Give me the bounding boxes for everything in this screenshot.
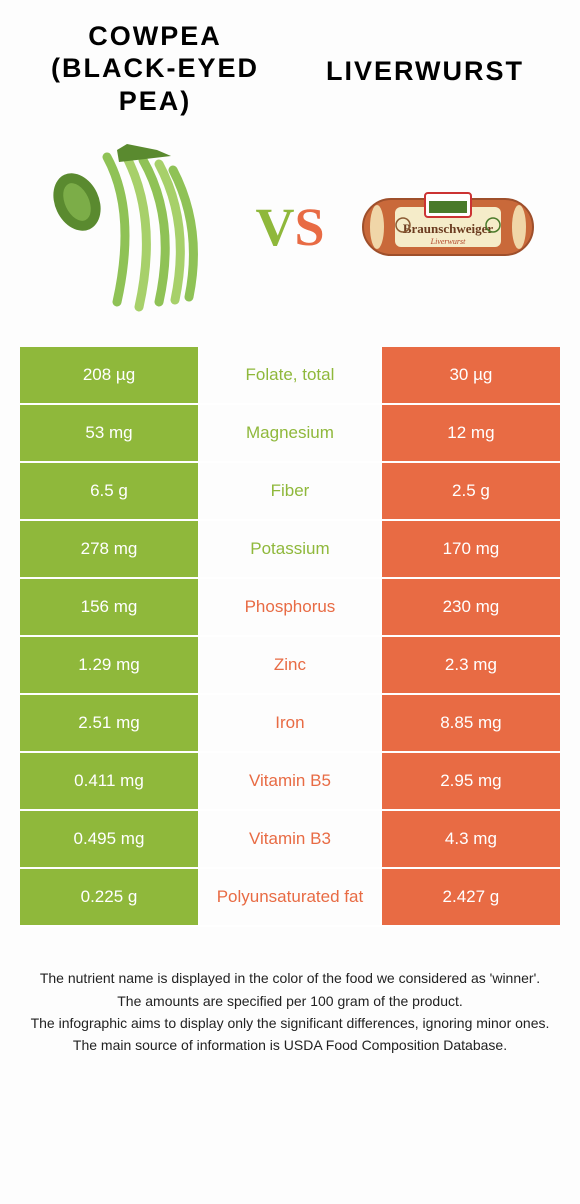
table-row: 156 mgPhosphorus230 mg (20, 579, 560, 637)
right-value: 4.3 mg (380, 811, 560, 867)
table-row: 53 mgMagnesium12 mg (20, 405, 560, 463)
right-value: 2.3 mg (380, 637, 560, 693)
nutrient-name: Folate, total (200, 347, 380, 403)
left-value: 53 mg (20, 405, 200, 461)
table-row: 208 µgFolate, total30 µg (20, 347, 560, 405)
left-value: 6.5 g (20, 463, 200, 519)
table-row: 0.495 mgVitamin B34.3 mg (20, 811, 560, 869)
nutrient-name: Magnesium (200, 405, 380, 461)
left-value: 208 µg (20, 347, 200, 403)
nutrient-name: Fiber (200, 463, 380, 519)
left-value: 1.29 mg (20, 637, 200, 693)
left-value: 0.495 mg (20, 811, 200, 867)
nutrient-name: Polyunsaturated fat (200, 869, 380, 925)
right-value: 12 mg (380, 405, 560, 461)
left-title: COWPEA (BLACK-EYED PEA) (34, 20, 277, 117)
nutrient-name: Vitamin B5 (200, 753, 380, 809)
vs-label: VS (255, 196, 324, 258)
header: COWPEA (BLACK-EYED PEA) LIVERWURST (20, 20, 560, 117)
right-value: 2.427 g (380, 869, 560, 925)
right-value: 170 mg (380, 521, 560, 577)
footer-line: The amounts are specified per 100 gram o… (28, 990, 552, 1012)
table-row: 1.29 mgZinc2.3 mg (20, 637, 560, 695)
liverwurst-icon: Braunschweiger Liverwurst (353, 177, 543, 277)
table-row: 0.225 gPolyunsaturated fat2.427 g (20, 869, 560, 927)
nutrient-name: Zinc (200, 637, 380, 693)
images-row: VS Braunschweiger Liverwurst (20, 137, 560, 317)
right-title: LIVERWURST (304, 56, 547, 117)
right-value: 30 µg (380, 347, 560, 403)
left-value: 278 mg (20, 521, 200, 577)
vs-s: S (294, 197, 324, 257)
nutrient-name: Potassium (200, 521, 380, 577)
liverwurst-image: Braunschweiger Liverwurst (348, 142, 548, 312)
footer: The nutrient name is displayed in the co… (20, 967, 560, 1057)
table-row: 0.411 mgVitamin B52.95 mg (20, 753, 560, 811)
nutrient-name: Vitamin B3 (200, 811, 380, 867)
cowpea-image (32, 142, 232, 312)
table-row: 278 mgPotassium170 mg (20, 521, 560, 579)
svg-text:Liverwurst: Liverwurst (430, 237, 466, 246)
left-value: 0.225 g (20, 869, 200, 925)
footer-line: The infographic aims to display only the… (28, 1012, 552, 1034)
nutrient-table: 208 µgFolate, total30 µg53 mgMagnesium12… (20, 347, 560, 927)
right-value: 2.5 g (380, 463, 560, 519)
footer-line: The main source of information is USDA F… (28, 1034, 552, 1056)
right-value: 8.85 mg (380, 695, 560, 751)
svg-text:Braunschweiger: Braunschweiger (403, 221, 494, 236)
left-value: 2.51 mg (20, 695, 200, 751)
right-value: 2.95 mg (380, 753, 560, 809)
nutrient-name: Phosphorus (200, 579, 380, 635)
left-value: 0.411 mg (20, 753, 200, 809)
table-row: 2.51 mgIron8.85 mg (20, 695, 560, 753)
nutrient-name: Iron (200, 695, 380, 751)
cowpea-icon (47, 142, 217, 312)
left-value: 156 mg (20, 579, 200, 635)
vs-v: V (255, 197, 294, 257)
right-value: 230 mg (380, 579, 560, 635)
footer-line: The nutrient name is displayed in the co… (28, 967, 552, 989)
table-row: 6.5 gFiber2.5 g (20, 463, 560, 521)
